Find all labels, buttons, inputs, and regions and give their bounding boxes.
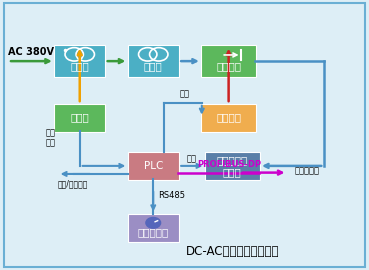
- FancyBboxPatch shape: [201, 104, 256, 131]
- Text: 电源中控台: 电源中控台: [295, 167, 320, 176]
- Text: 变频器: 变频器: [70, 113, 89, 123]
- Text: 调速
控制: 调速 控制: [45, 128, 55, 147]
- Ellipse shape: [146, 217, 161, 228]
- FancyBboxPatch shape: [128, 45, 179, 77]
- FancyBboxPatch shape: [201, 45, 256, 77]
- FancyBboxPatch shape: [54, 45, 105, 77]
- Text: 调压器: 调压器: [70, 61, 89, 71]
- Text: 触发单元: 触发单元: [216, 113, 241, 123]
- Text: 反馈: 反馈: [187, 154, 197, 163]
- Text: AC 380V: AC 380V: [8, 47, 54, 57]
- Text: 控制: 控制: [179, 90, 190, 99]
- FancyBboxPatch shape: [128, 214, 179, 242]
- Text: 电压、电流
变送器: 电压、电流 变送器: [217, 155, 248, 177]
- Text: 变压器: 变压器: [144, 61, 163, 71]
- Text: PLC: PLC: [144, 161, 163, 171]
- FancyBboxPatch shape: [54, 104, 105, 131]
- Text: DC-AC著色电源系统框图: DC-AC著色电源系统框图: [186, 245, 279, 258]
- Text: RS485: RS485: [158, 191, 185, 200]
- FancyBboxPatch shape: [128, 152, 179, 180]
- Text: 开入/开出信号: 开入/开出信号: [58, 179, 88, 188]
- Text: PROFIBUS-DP: PROFIBUS-DP: [197, 160, 262, 169]
- Text: 智能触摸屏: 智能触摸屏: [138, 227, 169, 237]
- Text: 整流部分: 整流部分: [216, 61, 241, 71]
- FancyBboxPatch shape: [205, 152, 260, 180]
